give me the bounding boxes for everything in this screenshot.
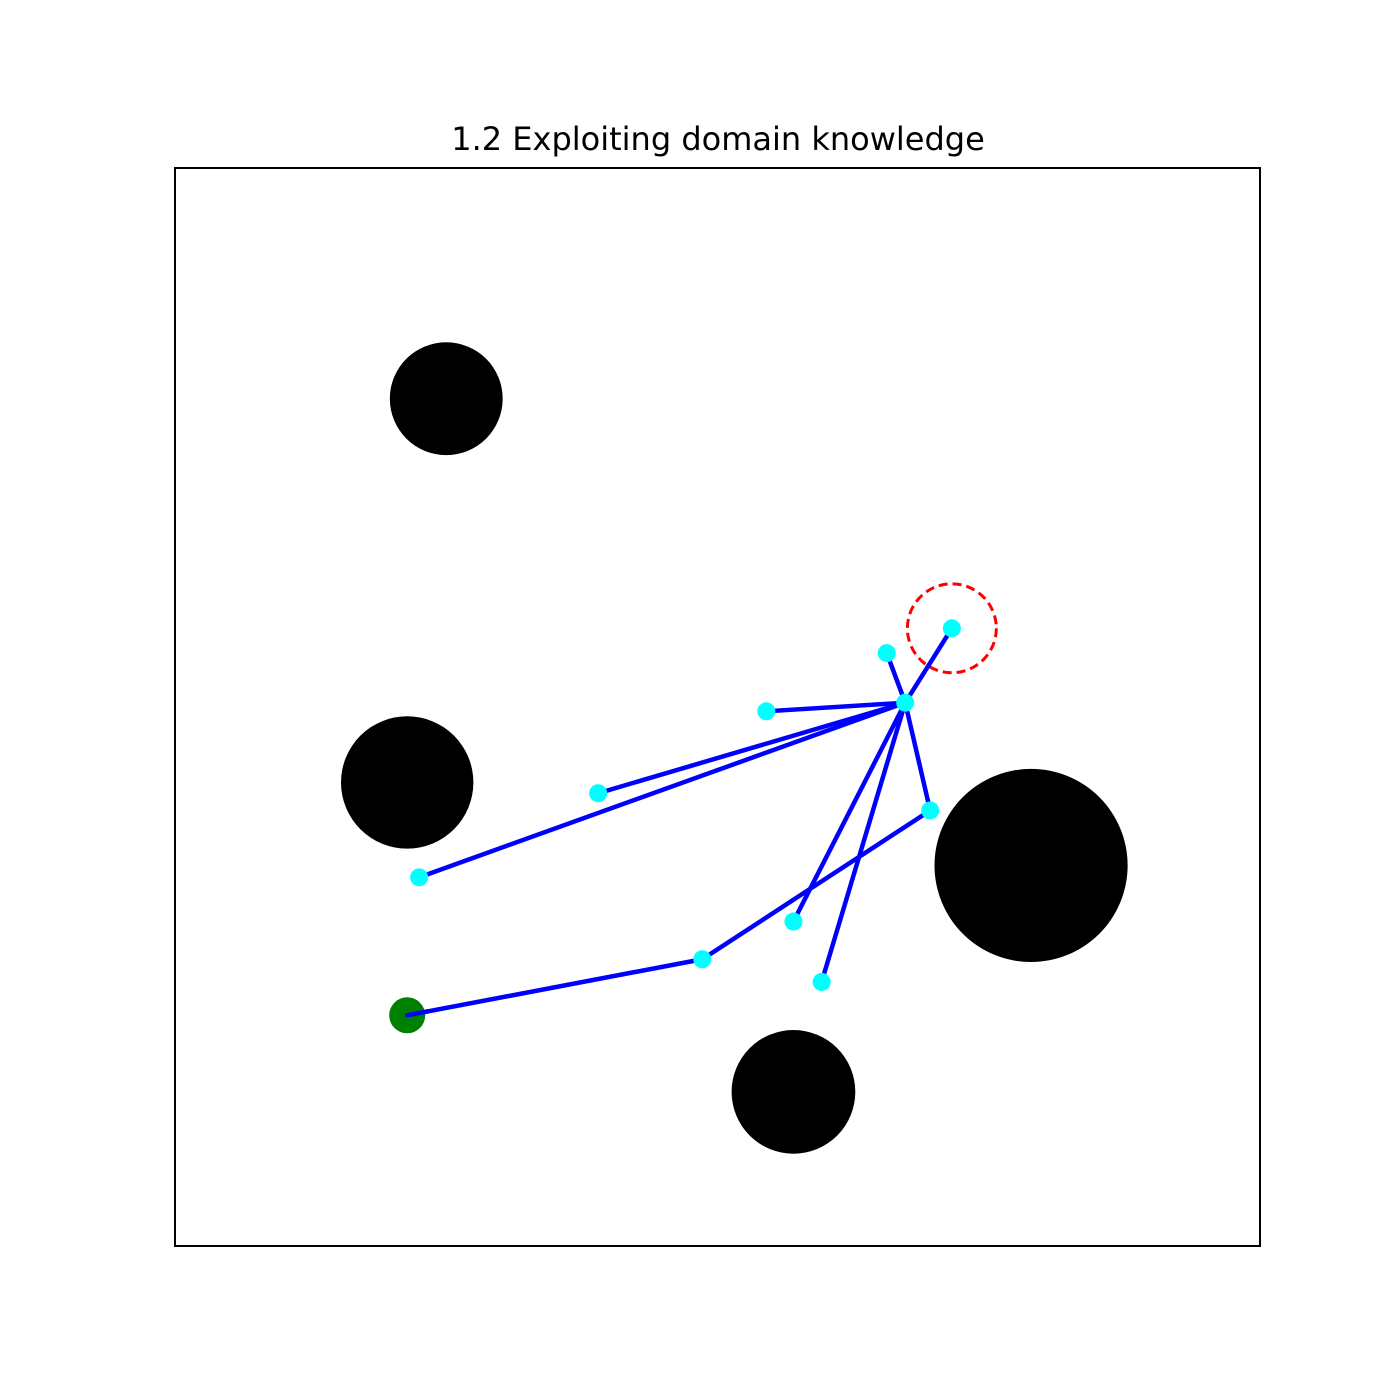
chart-title: 1.2 Exploiting domain knowledge: [451, 120, 985, 158]
nodes-layer: [410, 619, 961, 991]
tree-node-n5: [942, 619, 961, 638]
obstacle-2: [341, 716, 474, 849]
obstacle-3: [934, 768, 1128, 963]
edge-n2-n3: [902, 700, 933, 813]
edge-n3-n7: [595, 700, 908, 796]
goal-layer: [905, 582, 998, 675]
tree-node-n7: [589, 784, 608, 803]
tree-node-n3: [896, 693, 915, 712]
obstacles-layer: [341, 342, 1128, 1154]
axes-frame: [174, 167, 1261, 1247]
edge-n3-n8: [416, 700, 908, 880]
edge-n3-n6: [764, 700, 908, 714]
edge-start-n1: [404, 957, 705, 1018]
edge-n3-n5: [902, 626, 955, 705]
goal-region: [905, 582, 998, 675]
edge-n3-n10: [819, 700, 908, 985]
obstacle-1: [389, 342, 503, 456]
tree-node-n8: [410, 868, 429, 887]
edge-start-overlay: [404, 1009, 431, 1018]
tree-node-n6: [757, 702, 776, 721]
tree-node-n1: [693, 950, 712, 969]
tree-node-n9: [784, 912, 803, 931]
tree-node-n4: [877, 644, 896, 663]
plot-area: [174, 167, 1261, 1247]
edge-n3-n9: [791, 700, 908, 924]
obstacle-4: [731, 1030, 856, 1154]
edge-n1-n2: [700, 808, 933, 962]
start-layer: [389, 997, 431, 1034]
tree-node-n2: [921, 801, 940, 820]
tree-node-n10: [812, 972, 831, 991]
